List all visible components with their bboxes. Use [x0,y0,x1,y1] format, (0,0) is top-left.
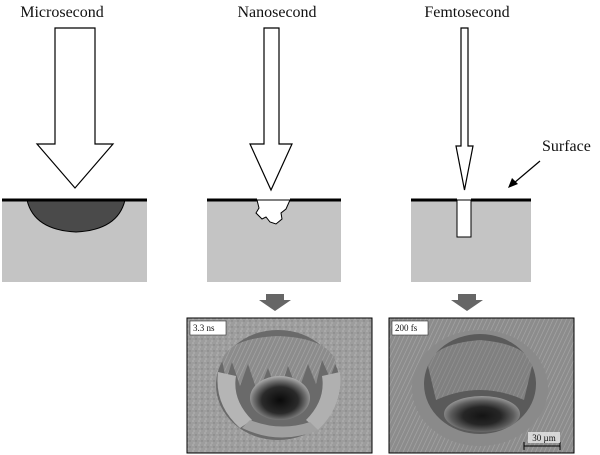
melt-zone [26,199,126,233]
micrograph-tag-nanosecond: 3.3 ns [193,323,215,333]
surface-pointer-arrowhead [508,178,518,188]
label-femtosecond: Femtosecond [424,4,509,21]
irregular-crater [255,199,291,225]
laser-arrow-narrow [455,27,474,191]
clean-hole [456,199,472,238]
laser-arrow-wide [35,27,115,189]
surface-pointer-line [513,160,541,184]
surface-label: Surface [542,138,591,155]
scale-bar-label: 30 µm [532,433,555,443]
label-microsecond: Microsecond [20,4,104,21]
laser-arrow-medium [249,27,293,192]
label-nanosecond: Nanosecond [237,4,316,21]
micrograph-femtosecond [388,317,575,454]
down-arrow-nanosecond [259,294,291,311]
micrograph-tag-femtosecond: 200 fs [395,323,418,333]
micrograph-nanosecond [186,317,373,454]
down-arrow-femtosecond [451,294,483,311]
